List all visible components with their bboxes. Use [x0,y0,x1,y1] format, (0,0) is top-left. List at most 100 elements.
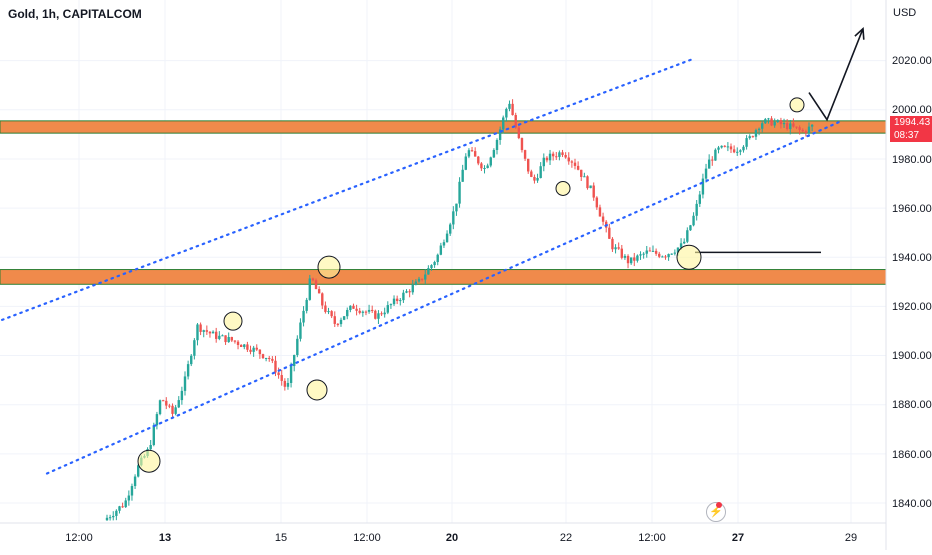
candle-body [115,510,118,516]
candle-body [754,130,758,137]
time-tick: 20 [446,532,458,544]
price-zone [0,120,887,134]
candle-body [271,358,274,361]
candle-body [249,349,252,352]
candle-body [420,278,424,280]
candle-body [442,242,446,246]
candle-body [523,150,527,159]
candle-body [333,316,336,324]
candle-body [473,151,477,157]
candle-body [520,138,524,151]
candle-body [183,376,187,391]
candle-body [764,119,767,124]
candle-body [695,203,698,216]
candle-body [527,158,530,172]
candle-body [757,128,761,131]
candle-body [658,253,661,257]
candle-body [130,486,134,496]
candle-body [508,103,511,109]
candle-body [108,517,112,519]
candle-body [751,136,755,138]
candle-body [311,278,315,281]
circled-point-marker [676,244,702,270]
candle-body [720,145,723,148]
candle-body [483,167,486,169]
circled-point-marker [223,311,243,331]
drawings [0,26,865,475]
candle-body [208,331,212,334]
candle-body [264,357,268,359]
candle-body [583,176,586,178]
candle-body [714,149,717,161]
candle-body [723,145,726,147]
candle-body [274,360,277,373]
candle-body [670,253,673,255]
candle-body [124,500,127,508]
candle-body [302,310,305,323]
channel-upper-line [0,57,697,322]
candle-body [133,476,137,487]
price-tick: 1880.00 [892,399,932,411]
candle-body [785,123,789,130]
candle-body [564,154,567,158]
candle-body [732,149,736,153]
price-tick: 2020.00 [892,55,932,67]
candle-body [611,238,614,250]
price-axis-currency: USD [893,7,916,19]
candle-body [286,382,290,387]
candle-body [305,299,308,311]
candle-body [729,146,733,150]
candles [105,99,814,521]
candle-body [127,495,131,501]
candle-body [736,151,739,153]
projection-arrow-line [808,28,864,122]
price-tick: 2000.00 [892,104,932,116]
candle-body [246,344,249,350]
candle-body [436,254,439,263]
circled-point-marker [317,255,341,279]
candle-body [555,156,558,158]
candle-body [664,256,667,258]
grid [0,0,886,523]
countdown-timer: 08:37 [894,130,920,142]
candle-body [361,311,365,313]
candle-body [536,177,539,181]
candle-body [480,163,483,169]
candle-body [280,375,283,381]
candle-body [399,300,402,302]
candle-body [576,165,580,170]
candle-body [467,150,471,157]
candle-body [233,340,237,342]
candle-body [137,465,140,477]
candle-body [505,108,508,118]
candle-body [533,176,536,181]
candle-body [792,123,795,127]
candle-body [293,355,296,367]
candle-body [165,400,168,406]
candle-body [570,161,574,163]
candle-body [158,400,162,415]
candle-body [445,233,449,243]
candle-body [514,115,517,128]
price-tick: 1860.00 [892,449,932,461]
candle-body [801,129,804,132]
candle-body [230,337,233,341]
candle-body [770,118,773,126]
candle-body [171,405,174,414]
candle-body [686,230,689,242]
candle-body [692,215,695,226]
candle-body [767,118,770,120]
candle-body [224,335,227,343]
candle-body [548,153,552,161]
candle-body [798,127,801,130]
price-tick: 1920.00 [892,301,932,313]
candle-body [386,305,389,313]
candle-body [155,414,159,426]
price-zone [0,269,887,285]
candle-body [782,123,786,125]
candle-body [149,445,152,450]
candle-body [745,138,748,147]
candle-body [620,248,623,258]
